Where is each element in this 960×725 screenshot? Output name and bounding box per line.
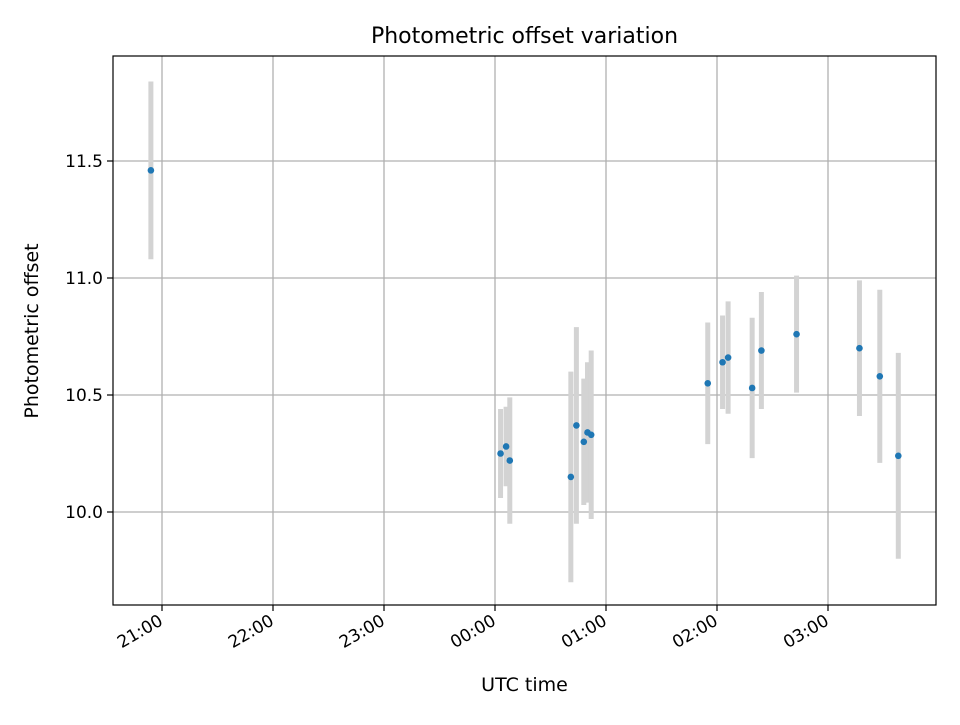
data-point (502, 443, 510, 450)
data-point (758, 347, 765, 354)
data-layer (147, 81, 902, 583)
data-point (793, 330, 800, 338)
y-tick-label: 10.0 (65, 503, 103, 523)
data-point (856, 344, 863, 352)
data-point (147, 167, 155, 174)
data-point (876, 372, 884, 380)
data-point (719, 358, 726, 366)
data-point (704, 380, 712, 387)
chart-title: Photometric offset variation (371, 24, 678, 49)
y-tick-label: 11.0 (65, 269, 103, 289)
data-point (580, 438, 588, 446)
data-point (573, 422, 580, 429)
data-point (506, 457, 514, 464)
y-axis-label: Photometric offset (21, 243, 43, 418)
data-point (497, 450, 504, 457)
data-point (587, 431, 595, 439)
y-tick-label: 11.5 (65, 152, 103, 172)
data-point (895, 452, 902, 460)
data-point (724, 354, 732, 361)
y-tick-label: 10.5 (65, 386, 103, 406)
data-point (567, 473, 575, 481)
data-point (748, 384, 756, 392)
x-axis-label: UTC time (481, 674, 568, 696)
plot-frame (112, 55, 937, 606)
